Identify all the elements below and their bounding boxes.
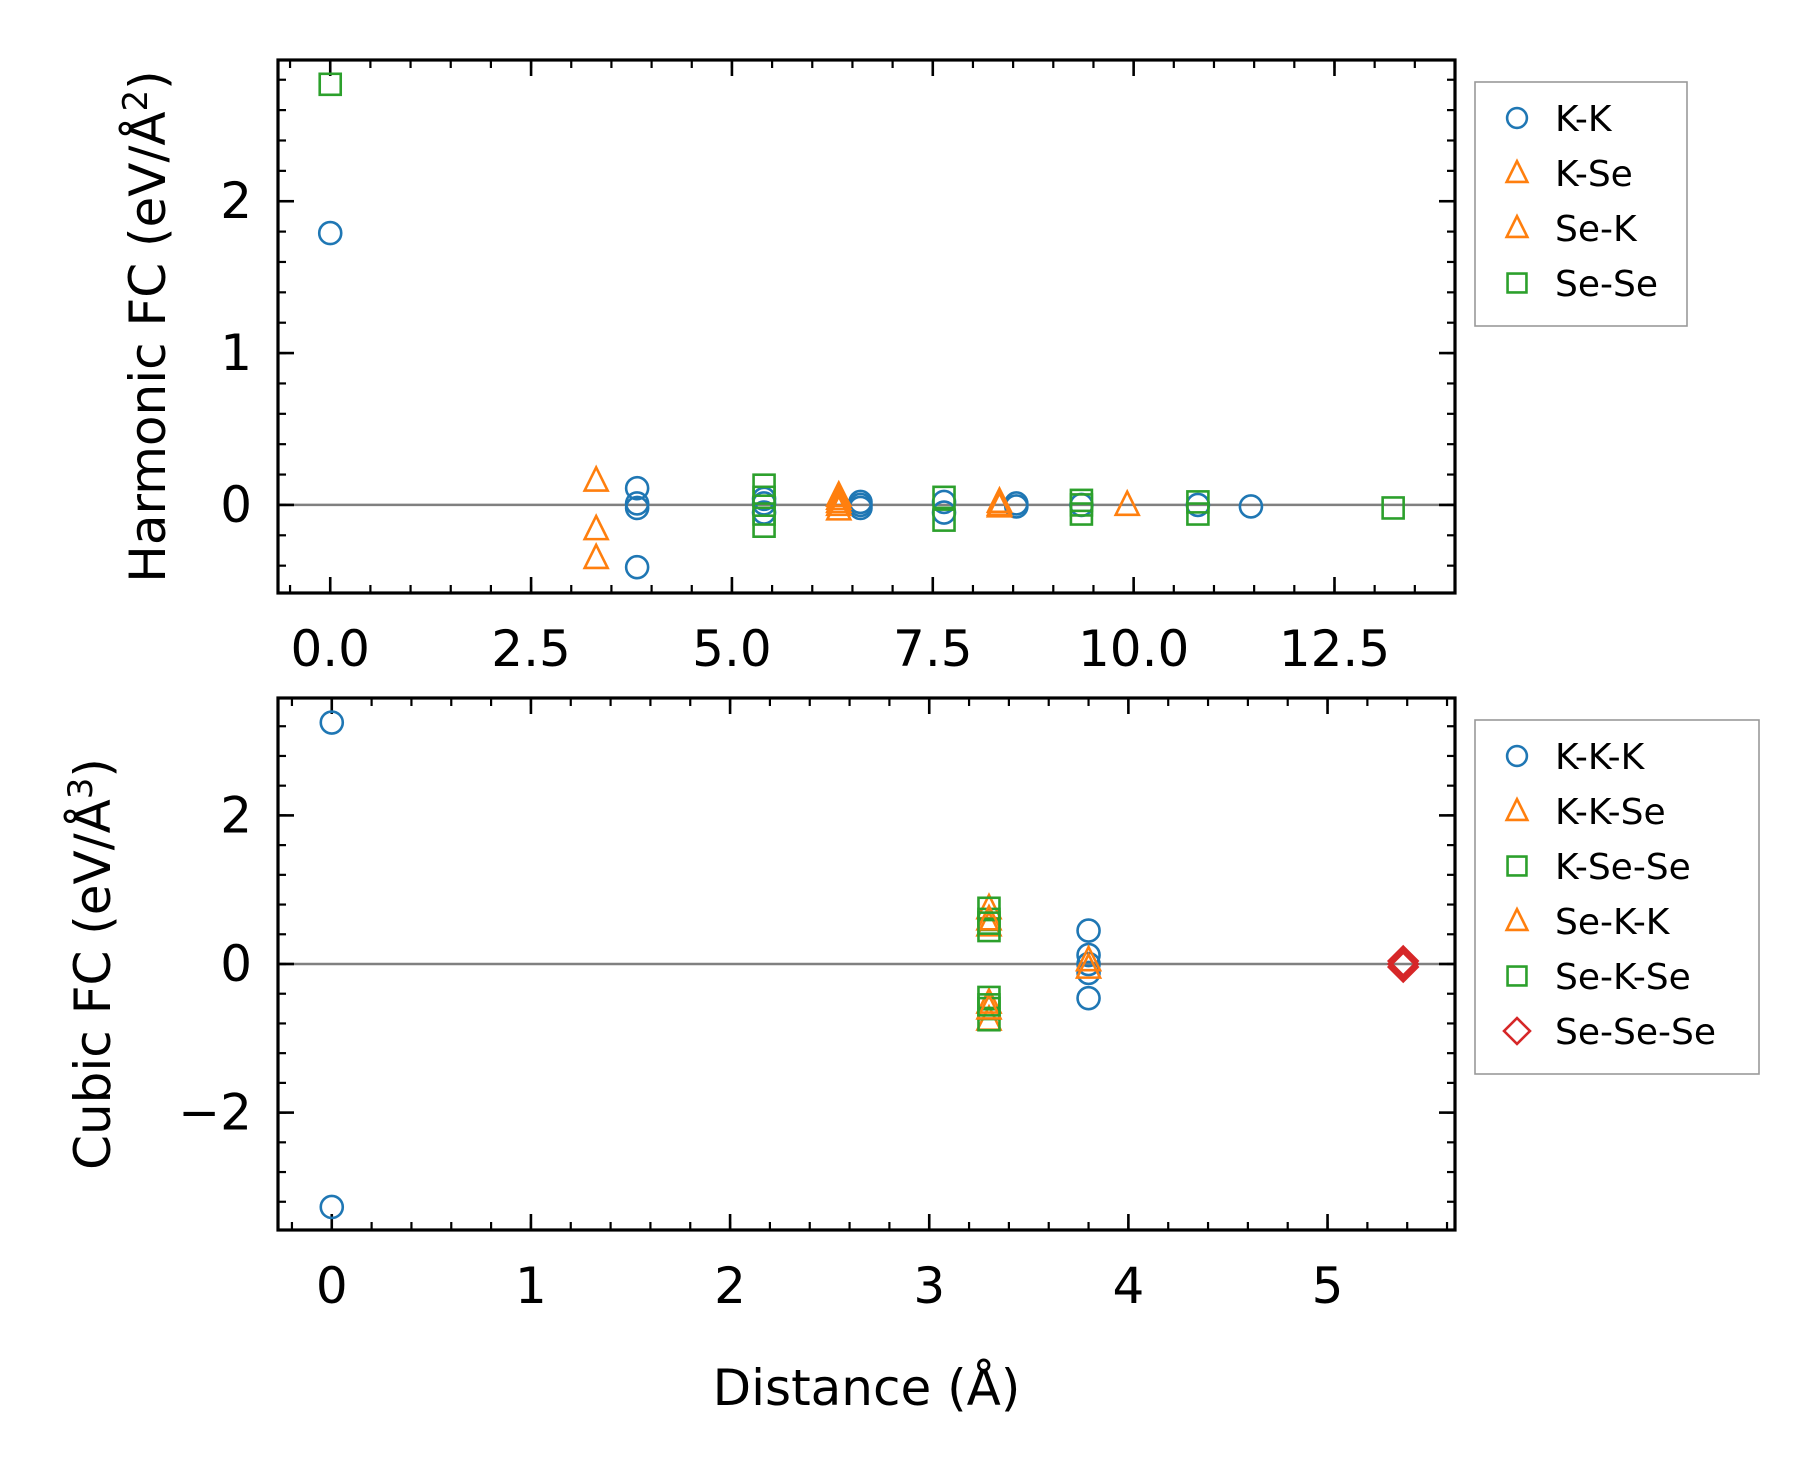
series-se-k-k bbox=[975, 903, 1103, 1020]
data-point bbox=[582, 541, 610, 570]
data-point bbox=[752, 502, 776, 526]
legend-entry: K-Se-Se bbox=[1555, 847, 1691, 888]
legend-marker bbox=[1505, 106, 1529, 130]
series-se-se-se bbox=[1386, 944, 1420, 984]
x-tick-label: 2 bbox=[714, 1257, 746, 1315]
x-tick-label: 4 bbox=[1112, 1257, 1144, 1315]
legend-entry: Se-K-Se bbox=[1555, 957, 1691, 998]
legend-box bbox=[1474, 81, 1688, 327]
data-point bbox=[932, 508, 956, 532]
legend-marker bbox=[1502, 1016, 1532, 1046]
x-tick-label: 3 bbox=[913, 1257, 945, 1315]
chart-panel-harmonic: 0.0 2.5 5.0 7.5 10.0 12.5 0 1 2 Harmonic FC (eV/Å… bbox=[116, 58, 1688, 678]
data-point bbox=[318, 72, 343, 97]
data-point bbox=[975, 986, 1003, 1014]
data-point bbox=[1386, 950, 1420, 984]
data-point bbox=[1076, 942, 1101, 968]
data-point bbox=[932, 485, 956, 510]
data-point bbox=[319, 710, 345, 735]
legend-entry: Se-Se-Se bbox=[1555, 1012, 1716, 1053]
data-point bbox=[1386, 947, 1420, 981]
data-point bbox=[582, 464, 610, 492]
data-point bbox=[825, 485, 853, 514]
data-point bbox=[317, 220, 343, 246]
legend-entry: Se-K-K bbox=[1555, 902, 1671, 943]
data-point bbox=[1386, 944, 1420, 978]
legend-marker bbox=[1504, 158, 1530, 184]
data-point bbox=[1076, 985, 1101, 1011]
y-tick-label: 0 bbox=[220, 476, 252, 534]
data-point bbox=[975, 903, 1003, 931]
y-tick-label: 1 bbox=[220, 324, 252, 382]
x-tick-label: 5.0 bbox=[692, 620, 772, 678]
legend-box bbox=[1474, 719, 1760, 1075]
legend-marker bbox=[1506, 965, 1528, 987]
y-tick-label: 2 bbox=[220, 786, 252, 844]
legend-entry: Se-Se bbox=[1555, 264, 1658, 305]
plot-frame bbox=[276, 696, 1457, 1232]
data-point bbox=[1113, 488, 1141, 517]
data-point bbox=[582, 513, 610, 541]
data-point bbox=[825, 482, 853, 511]
x-tick-label: 5 bbox=[1312, 1257, 1344, 1315]
data-point bbox=[319, 1194, 345, 1220]
series-se-k bbox=[825, 482, 1014, 517]
x-tick-label: 12.5 bbox=[1279, 620, 1390, 678]
data-point bbox=[1076, 918, 1101, 943]
legend-entry: K-K bbox=[1555, 99, 1613, 140]
data-point bbox=[1186, 502, 1210, 526]
legend: K-K-K K-K-Se K-Se-Se Se-K-K Se-K-Se Se-Se-Se bbox=[1474, 719, 1760, 1075]
y-tick-label: −2 bbox=[178, 1084, 252, 1142]
data-point bbox=[985, 488, 1014, 517]
x-tick-label: 0 bbox=[316, 1257, 348, 1315]
x-tick-label: 10.0 bbox=[1078, 620, 1189, 678]
y-tick-label: 0 bbox=[220, 935, 252, 993]
data-point bbox=[1381, 496, 1405, 520]
legend-entry: K-K-K bbox=[1555, 737, 1646, 778]
series-k-k bbox=[317, 220, 1264, 580]
legend-entry: K-Se bbox=[1555, 154, 1633, 195]
legend-marker bbox=[1505, 744, 1529, 768]
legend-entry: K-K-Se bbox=[1555, 792, 1666, 833]
x-tick-label: 2.5 bbox=[491, 620, 571, 678]
plot-frame bbox=[276, 58, 1457, 595]
data-point bbox=[624, 495, 650, 521]
data-point bbox=[1238, 494, 1264, 519]
chart-panel-cubic: 0 1 2 3 4 5 −2 0 2 Cubic FC (eV/Å3) Distance (Å) K-… bbox=[61, 696, 1760, 1417]
legend: K-K K-Se Se-K Se-Se bbox=[1474, 81, 1688, 327]
x-tick-label: 1 bbox=[515, 1257, 547, 1315]
legend-marker bbox=[1506, 855, 1528, 877]
legend-marker bbox=[1504, 906, 1530, 932]
legend-entry: Se-K bbox=[1555, 209, 1638, 250]
y-tick-label: 2 bbox=[220, 172, 252, 230]
data-point bbox=[624, 475, 650, 501]
x-tick-label: 0.0 bbox=[290, 620, 370, 678]
data-point bbox=[1186, 490, 1210, 514]
series-se-se bbox=[318, 72, 1405, 538]
data-point bbox=[977, 993, 1001, 1017]
data-point bbox=[975, 909, 1003, 937]
data-point bbox=[752, 473, 776, 497]
data-point bbox=[977, 911, 1001, 935]
data-point bbox=[1076, 960, 1101, 986]
data-point bbox=[985, 485, 1014, 514]
data-point bbox=[752, 485, 776, 510]
data-point bbox=[975, 992, 1003, 1020]
data-point bbox=[624, 554, 650, 580]
data-point bbox=[825, 479, 853, 508]
x-axis-label: Distance (Å) bbox=[713, 1359, 1021, 1417]
y-axis-label: Cubic FC (eV/Å3) bbox=[61, 758, 122, 1170]
y-axis-label: Harmonic FC (eV/Å2) bbox=[116, 70, 177, 582]
legend-marker bbox=[1506, 272, 1528, 294]
legend-marker bbox=[1504, 213, 1530, 239]
legend-marker bbox=[1504, 796, 1530, 822]
data-point bbox=[752, 514, 776, 538]
data-point bbox=[1069, 502, 1094, 526]
series-se-k-se bbox=[977, 911, 1001, 1017]
data-point bbox=[1074, 951, 1103, 979]
x-tick-label: 7.5 bbox=[893, 620, 973, 678]
data-point bbox=[825, 488, 853, 517]
data-point bbox=[1074, 944, 1103, 972]
